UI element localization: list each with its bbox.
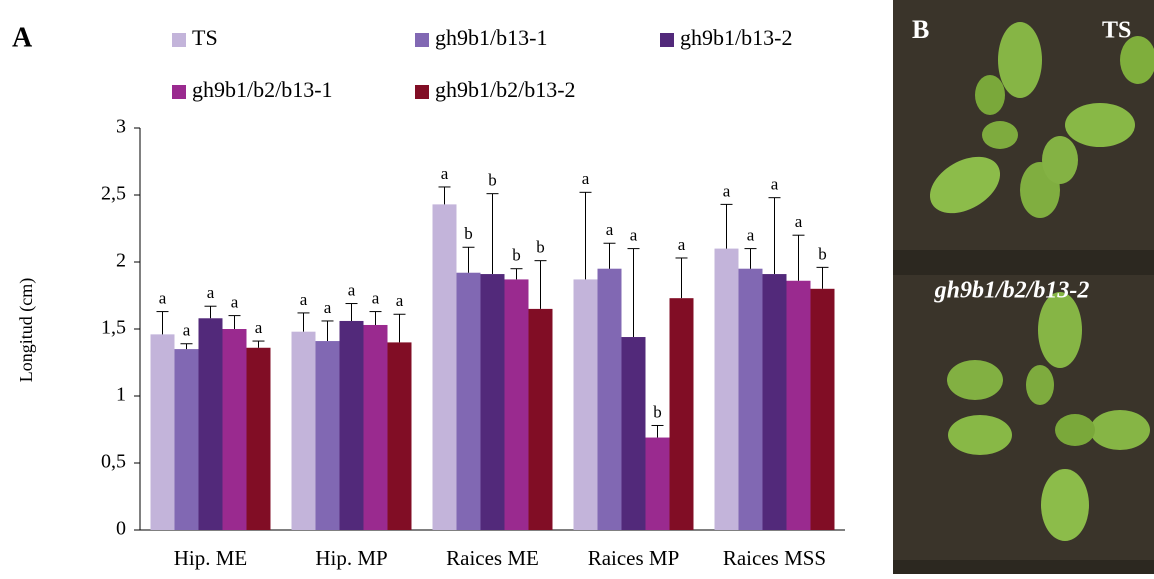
significance-letter: a bbox=[771, 175, 779, 194]
x-tick-label: Raices ME bbox=[446, 546, 539, 570]
bar bbox=[292, 332, 316, 530]
significance-letter: a bbox=[255, 318, 263, 337]
y-tick-label: 1 bbox=[116, 384, 126, 406]
bar bbox=[481, 274, 505, 530]
significance-letter: a bbox=[396, 291, 404, 310]
significance-letter: b bbox=[653, 402, 662, 421]
y-axis-label: Longitud (cm) bbox=[16, 278, 37, 382]
leaf bbox=[1065, 103, 1135, 147]
photo-label: gh9b1/b2/b13-2 bbox=[934, 278, 1090, 304]
panel-label: A bbox=[12, 22, 33, 53]
legend-swatch bbox=[172, 33, 186, 47]
leaf bbox=[1041, 469, 1089, 541]
significance-letter: a bbox=[324, 298, 332, 317]
leaf bbox=[947, 360, 1003, 400]
significance-letter: b bbox=[512, 246, 521, 265]
bar bbox=[715, 249, 739, 530]
legend-swatch bbox=[660, 33, 674, 47]
significance-letter: a bbox=[348, 280, 356, 299]
bar bbox=[151, 334, 175, 530]
figure: A Longitud (cm) 0 0,5 1 1,5 2 2,5 3 TS gh9b1/b13… bbox=[0, 0, 1154, 574]
leaf bbox=[975, 75, 1005, 115]
panel-label: B bbox=[912, 15, 929, 44]
significance-letter: b bbox=[488, 171, 497, 190]
x-tick-label: Hip. MP bbox=[315, 546, 387, 570]
legend-swatch bbox=[172, 85, 186, 99]
bar bbox=[811, 289, 835, 530]
bar bbox=[457, 273, 481, 530]
leaf bbox=[1090, 410, 1150, 450]
y-tick-label: 3 bbox=[116, 116, 126, 138]
significance-letter: a bbox=[231, 293, 239, 312]
bar bbox=[340, 321, 364, 530]
legend-label: gh9b1/b2/b13-2 bbox=[435, 77, 576, 102]
bar bbox=[598, 269, 622, 530]
significance-letter: a bbox=[606, 220, 614, 239]
photo-label: TS bbox=[1102, 18, 1131, 44]
significance-letter: b bbox=[536, 238, 545, 257]
bar bbox=[646, 438, 670, 530]
leaf bbox=[1026, 365, 1054, 405]
significance-letter: a bbox=[207, 283, 215, 302]
significance-letter: b bbox=[818, 244, 827, 263]
significance-letter: a bbox=[795, 212, 803, 231]
bar bbox=[433, 204, 457, 530]
bar bbox=[763, 274, 787, 530]
bar bbox=[739, 269, 763, 530]
bar bbox=[670, 298, 694, 530]
legend-label: gh9b1/b13-2 bbox=[680, 25, 792, 50]
significance-letter: b bbox=[464, 224, 473, 243]
leaf bbox=[982, 121, 1018, 149]
significance-letter: a bbox=[300, 290, 308, 309]
bar bbox=[622, 337, 646, 530]
leaf bbox=[1055, 414, 1095, 446]
bar bbox=[787, 281, 811, 530]
x-tick-label: Hip. ME bbox=[174, 546, 248, 570]
significance-letter: a bbox=[441, 164, 449, 183]
significance-letter: a bbox=[159, 288, 167, 307]
bar bbox=[529, 309, 553, 530]
legend-swatch bbox=[415, 85, 429, 99]
legend-label: gh9b1/b2/b13-1 bbox=[192, 77, 333, 102]
bar bbox=[175, 349, 199, 530]
y-tick-label: 0 bbox=[116, 518, 126, 540]
bar bbox=[316, 341, 340, 530]
y-tick-label: 0,5 bbox=[101, 451, 126, 473]
significance-letter: a bbox=[372, 288, 380, 307]
x-tick-label: Raices MP bbox=[588, 546, 680, 570]
leaf bbox=[948, 415, 1012, 455]
significance-letter: a bbox=[630, 226, 638, 245]
bar bbox=[574, 279, 598, 530]
bar bbox=[247, 348, 271, 530]
legend-swatch bbox=[415, 33, 429, 47]
bar bbox=[388, 342, 412, 530]
y-tick-label: 1,5 bbox=[101, 317, 126, 339]
legend-label: gh9b1/b13-1 bbox=[435, 25, 547, 50]
significance-letter: a bbox=[747, 226, 755, 245]
y-tick-label: 2,5 bbox=[101, 183, 126, 205]
bar bbox=[223, 329, 247, 530]
leaf bbox=[1042, 136, 1078, 184]
x-tick-label: Raices MSS bbox=[723, 546, 826, 570]
bar bbox=[364, 325, 388, 530]
significance-letter: a bbox=[723, 181, 731, 200]
significance-letter: a bbox=[678, 235, 686, 254]
significance-letter: a bbox=[183, 321, 191, 340]
bar bbox=[505, 279, 529, 530]
significance-letter: a bbox=[582, 169, 590, 188]
y-tick-label: 2 bbox=[116, 250, 126, 272]
legend-label: TS bbox=[192, 25, 218, 50]
leaf bbox=[998, 22, 1042, 98]
bar bbox=[199, 318, 223, 530]
photo-panel: B TS gh9b1/b2/b13-2 bbox=[893, 0, 1154, 574]
